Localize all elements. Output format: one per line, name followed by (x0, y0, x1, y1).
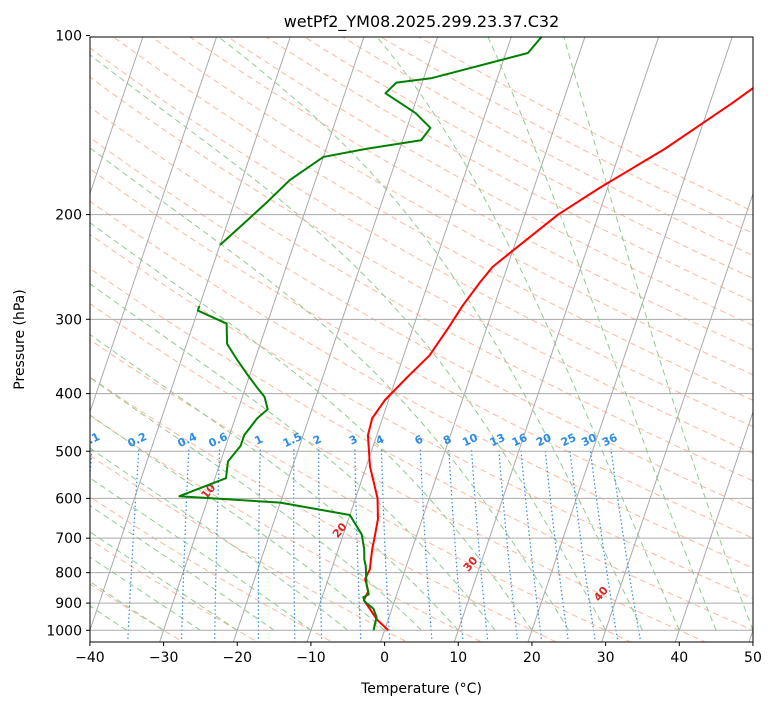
dry-adiabat-line (90, 303, 707, 642)
mixing-ratio-label: 10 (460, 431, 480, 449)
isotherm-line (90, 37, 291, 632)
x-tick-label: 0 (380, 650, 389, 666)
y-tick-label: 700 (55, 531, 82, 547)
mixing-ratio-label: 0.1 (79, 430, 102, 450)
isotherm-line (380, 37, 586, 642)
mixing-ratio-label: 20 (534, 431, 554, 449)
moist-adiabat-line (90, 222, 533, 631)
isotherm-line (90, 37, 218, 414)
x-tick-label: −20 (222, 650, 252, 666)
moist-adiabat-line (90, 477, 312, 631)
x-tick-label: −40 (75, 650, 105, 666)
isotherm-line (90, 37, 144, 196)
y-tick-label: 800 (55, 566, 82, 582)
x-tick-label: 20 (523, 650, 541, 666)
isotherm-line (601, 192, 753, 642)
moist-adiabat-line (90, 531, 238, 631)
moist-adiabat-line (563, 37, 753, 631)
moist-adiabat-line (90, 377, 422, 631)
dry-adiabat-line (90, 106, 753, 482)
y-tick-label: 500 (55, 444, 82, 460)
x-axis-title: Temperature (°C) (360, 681, 482, 697)
plot-frame (89, 36, 754, 643)
dry-adiabat-line (90, 539, 259, 642)
moist-adiabat-line (487, 37, 717, 631)
isotherm-line (453, 37, 660, 642)
isotherm-line (527, 37, 733, 642)
y-tick-label: 400 (55, 387, 82, 403)
dry-adiabat-line (90, 583, 184, 642)
y-tick-label: 900 (55, 596, 82, 612)
moist-adiabat-line (376, 37, 680, 631)
moist-adiabat-line (90, 283, 496, 631)
background-lines (90, 37, 753, 642)
isotherm-line (159, 37, 365, 642)
moist-adiabat-line (217, 37, 643, 631)
dry-adiabat-line (90, 455, 408, 642)
y-tick-label: 600 (55, 491, 82, 507)
dry-adiabat-line (112, 37, 753, 401)
x-tick-label: 40 (670, 650, 688, 666)
dry-adiabat-line (90, 200, 753, 569)
x-tick-label: −30 (149, 650, 179, 666)
x-tick-label: 30 (597, 650, 615, 666)
moist-adiabat-line (90, 414, 385, 631)
dry-adiabat-line (90, 415, 483, 642)
y-tick-label: 100 (55, 29, 82, 45)
dry-adiabat-line (90, 339, 632, 642)
dry-adiabat-line (90, 136, 753, 510)
y-axis-title: Pressure (hPa) (12, 289, 28, 389)
y-tick-label: 1000 (46, 623, 82, 639)
isotherm-line (306, 37, 512, 642)
mixing-ratio-label: 30 (579, 431, 599, 449)
isotherm-line (232, 37, 439, 642)
axis-ticks: −40 −30 −20 −10 0 10 20 30 40 50 100 200 300 400 500 60… (46, 29, 762, 666)
mixing-ratio-label: 25 (559, 431, 578, 449)
x-tick-label: 10 (449, 650, 467, 666)
moist-adiabat-line (90, 54, 607, 631)
x-tick-label: 50 (744, 650, 762, 666)
dry-adiabat-line (90, 376, 558, 642)
mixing-ratio-label: 36 (600, 431, 620, 449)
dry-adiabat-line (90, 267, 753, 631)
profile-series (178, 37, 753, 632)
dewpoint-profile (219, 37, 543, 246)
mixing-ratio-label: 13 (488, 431, 507, 449)
x-tick-label: −10 (296, 650, 326, 666)
isotherm-line (674, 410, 753, 642)
dewpoint-profile (178, 305, 378, 631)
mixing-ratio-label: 16 (510, 431, 530, 449)
chart-title: wetPf2_YM08.2025.299.23.37.C32 (284, 12, 560, 32)
dry-adiabat-line (189, 37, 753, 351)
moist-adiabat-line (90, 505, 275, 631)
y-tick-label: 300 (55, 312, 82, 328)
dry-adiabat-line (90, 233, 753, 600)
y-tick-label: 200 (55, 208, 82, 224)
dry-adiabat-line (227, 37, 753, 327)
dry-adiabat-line (90, 47, 753, 428)
